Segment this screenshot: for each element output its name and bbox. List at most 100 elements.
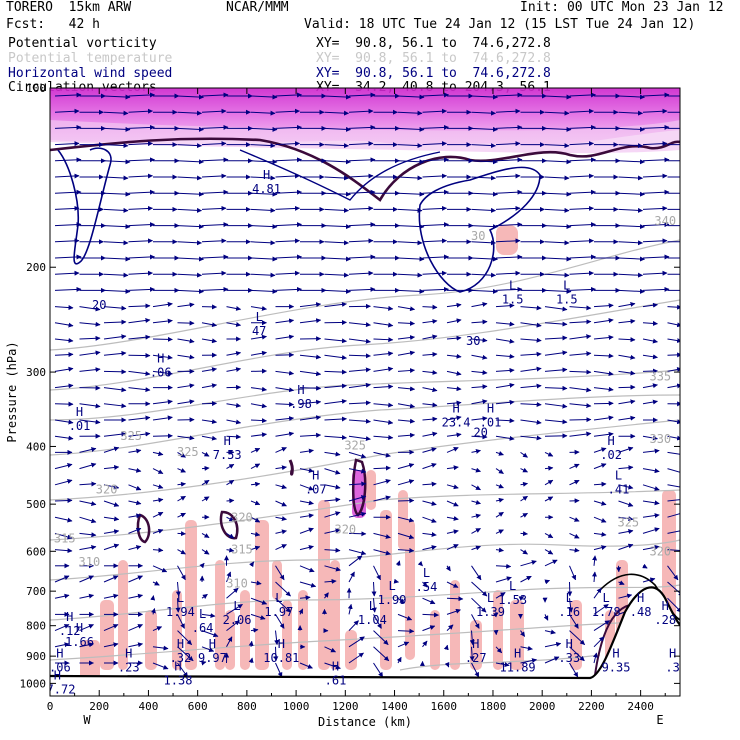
vector-arrow-307 xyxy=(569,270,594,276)
vector-arrow-292 xyxy=(201,270,227,276)
vector-arrow-451 xyxy=(275,370,295,376)
vector-arrow-335 xyxy=(618,288,645,294)
vector-arrow-841 xyxy=(275,614,285,629)
vector-arrow-179 xyxy=(618,191,645,197)
vector-arrow-315 xyxy=(128,286,155,292)
theta-label-13: 325 xyxy=(177,445,199,459)
vector-arrow-640 xyxy=(446,484,459,490)
vector-arrow-790 xyxy=(299,581,317,588)
vector-arrow-240 xyxy=(201,238,227,244)
vector-arrow-378 xyxy=(397,320,416,326)
vector-arrow-401 xyxy=(324,338,347,344)
vector-arrow-658 xyxy=(250,500,261,506)
legend-xy-pv: XY= 90.8, 56.1 to 74.6,272.8 xyxy=(316,36,551,51)
vector-arrow-362 xyxy=(642,302,658,308)
vector-arrow-130 xyxy=(54,173,80,179)
extremum-type-19: L xyxy=(566,591,573,605)
vector-arrow-266 xyxy=(201,254,229,260)
extremum-value-31: .27 xyxy=(465,651,487,665)
vector-arrow-624 xyxy=(54,479,73,486)
vector-arrow-848 xyxy=(446,608,461,615)
extremum-type-11: L xyxy=(509,278,516,292)
vector-arrow-363 xyxy=(667,304,680,310)
vector-arrow-449 xyxy=(226,367,242,372)
x-tick-label-9: 1800 xyxy=(480,700,507,713)
vector-arrow-817 xyxy=(323,592,329,599)
isentrope-4 xyxy=(50,419,680,501)
vector-arrow-667 xyxy=(471,499,481,505)
vector-arrow-43 xyxy=(471,110,496,116)
extremum-value-33: .06 xyxy=(49,660,71,674)
vector-arrow-668 xyxy=(495,497,504,503)
vector-arrow-252 xyxy=(495,238,521,244)
vector-arrow-280 xyxy=(544,256,572,262)
extremum-value-2: .06 xyxy=(150,365,172,379)
vector-arrow-355 xyxy=(471,302,488,308)
vector-arrow-528 xyxy=(250,418,267,424)
vector-arrow-533 xyxy=(373,419,394,425)
vector-arrow-510 xyxy=(446,400,462,406)
vector-arrow-165 xyxy=(275,189,302,195)
vector-arrow-106 xyxy=(103,159,131,165)
vector-arrow-356 xyxy=(495,303,515,309)
vector-arrow-203 xyxy=(569,205,594,211)
vector-arrow-161 xyxy=(177,191,204,197)
vector-arrow-842 xyxy=(298,608,304,615)
vector-arrow-670 xyxy=(544,496,554,502)
extremum-1: L47 xyxy=(252,310,266,338)
vector-arrow-870 xyxy=(348,620,359,631)
vector-arrow-684 xyxy=(250,516,261,523)
vector-arrow-76 xyxy=(642,124,670,130)
vector-arrow-390 xyxy=(54,337,74,343)
vector-arrow-387 xyxy=(618,318,636,324)
vector-arrow-402 xyxy=(348,338,371,344)
vector-arrow-436 xyxy=(544,350,568,356)
extremum-value-0: 4.81 xyxy=(252,182,281,196)
vector-arrow-726 xyxy=(642,527,660,534)
isentrope-3 xyxy=(50,394,680,456)
vector-arrow-838 xyxy=(201,613,216,619)
vector-arrow-764 xyxy=(299,565,315,573)
isentrope-1 xyxy=(50,299,680,391)
vector-arrow-914 xyxy=(152,662,169,670)
vector-arrow-464 xyxy=(593,370,614,377)
vector-arrow-50 xyxy=(642,108,668,114)
vector-arrow-644 xyxy=(544,479,554,486)
extremum-30: H10.81 xyxy=(263,637,299,665)
vector-arrow-641 xyxy=(471,484,481,491)
vector-arrow-854 xyxy=(593,603,609,615)
vector-arrow-109 xyxy=(177,159,204,165)
vector-arrow-476 xyxy=(250,386,267,392)
vector-arrow-232 xyxy=(642,222,670,228)
vector-arrow-443 xyxy=(79,367,101,373)
vector-arrow-453 xyxy=(324,369,347,375)
extremum-5: H.01 xyxy=(480,401,502,429)
extremum-10: L.41 xyxy=(608,469,630,497)
vector-arrow-927 xyxy=(471,662,480,678)
vector-arrow-873 xyxy=(422,625,436,632)
pv-shading-upper-blob xyxy=(496,225,518,255)
vector-arrow-104 xyxy=(54,157,82,163)
vector-arrow-211 xyxy=(128,222,155,228)
vector-arrow-370 xyxy=(201,322,218,328)
vector-arrow-320 xyxy=(250,288,278,294)
vector-arrow-184 xyxy=(103,207,129,213)
vector-arrow-745 xyxy=(471,545,481,551)
vector-arrow-687 xyxy=(324,511,341,518)
vector-arrow-413 xyxy=(618,337,636,343)
extremum-value-24: .28 xyxy=(654,613,676,627)
vector-arrow-708 xyxy=(201,532,210,538)
vector-arrow-159 xyxy=(128,189,155,195)
vector-arrow-666 xyxy=(446,500,459,507)
vector-arrow-345 xyxy=(226,306,242,311)
vector-arrow-643 xyxy=(520,481,529,487)
vector-arrow-798 xyxy=(495,576,512,583)
vector-arrow-312 xyxy=(54,286,82,292)
vector-arrow-530 xyxy=(299,415,322,421)
vector-arrow-37 xyxy=(324,110,349,116)
vector-arrow-484 xyxy=(446,386,462,392)
y-tick-label-top: 100 xyxy=(26,82,46,95)
x-tick-label-4: 800 xyxy=(237,700,257,713)
vector-arrow-410 xyxy=(544,335,568,341)
extremum-type-2: H xyxy=(157,351,164,365)
